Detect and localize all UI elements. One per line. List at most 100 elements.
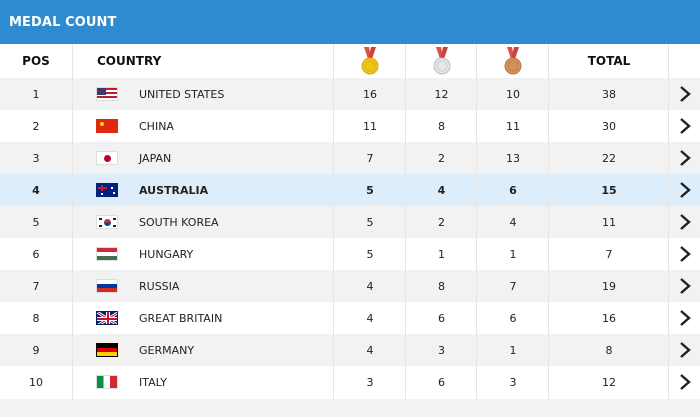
row-bronze: 1 [509, 247, 517, 261]
chevron-right-icon[interactable] [669, 238, 700, 270]
row-pos: 10 [29, 375, 43, 389]
column-divider [548, 44, 549, 417]
row-country: RUSSIA [139, 279, 180, 293]
row-country: CHINA [139, 119, 174, 133]
row-total: 8 [605, 343, 613, 357]
row-total: 16 [602, 311, 616, 325]
row-silver: 8 [438, 119, 445, 133]
hungary-flag-icon [96, 238, 120, 270]
row-bronze: 13 [506, 151, 520, 165]
chevron-right-icon[interactable] [669, 174, 700, 206]
row-pos: 7 [32, 279, 40, 293]
table-row-highlighted[interactable]: 4 AUSTRALIA 5 4 6 15 [0, 174, 700, 206]
australia-flag-icon [96, 174, 120, 206]
chevron-right-icon[interactable] [669, 78, 700, 110]
table-row[interactable]: 1 UNITED STATES 16 12 10 38 [0, 78, 700, 110]
row-gold: 5 [366, 247, 374, 261]
row-country: JAPAN [139, 151, 172, 165]
row-gold: 7 [366, 151, 374, 165]
header-title: MEDAL COUNT [9, 15, 117, 30]
row-gold: 5 [366, 183, 374, 197]
row-total: 12 [602, 375, 616, 389]
table-row[interactable]: 2 CHINA 11 8 11 30 [0, 110, 700, 142]
row-silver: 3 [438, 343, 445, 357]
chevron-right-icon[interactable] [669, 270, 700, 302]
row-total: 38 [602, 87, 616, 101]
row-bronze: 11 [506, 119, 520, 133]
japan-flag-icon [96, 142, 120, 174]
row-pos: 4 [32, 183, 40, 197]
row-gold: 11 [363, 119, 377, 133]
medal-table: POS COUNTRY [0, 44, 700, 417]
row-country: AUSTRALIA [139, 183, 209, 197]
table-row[interactable]: 3 JAPAN 7 2 13 22 [0, 142, 700, 174]
row-gold: 4 [366, 343, 374, 357]
row-total: 30 [602, 119, 616, 133]
row-pos: 8 [32, 311, 40, 325]
table-header-row: POS COUNTRY [0, 44, 700, 78]
south-korea-flag-icon [96, 206, 120, 238]
row-silver: 6 [438, 375, 445, 389]
chevron-right-icon[interactable] [669, 142, 700, 174]
row-country: HUNGARY [139, 247, 194, 261]
row-country: GREAT BRITAIN [139, 311, 223, 325]
gold-medal-icon [334, 44, 406, 78]
row-gold: 5 [366, 215, 374, 229]
chevron-right-icon[interactable] [669, 334, 700, 366]
col-header-country: COUNTRY [97, 54, 162, 68]
table-row[interactable]: 9 GERMANY 4 3 1 8 [0, 334, 700, 366]
row-silver: 2 [438, 215, 445, 229]
china-flag-icon [96, 110, 120, 142]
us-flag-icon [96, 78, 120, 110]
row-pos: 1 [32, 87, 40, 101]
italy-flag-icon [96, 366, 120, 398]
row-silver: 2 [438, 151, 445, 165]
row-pos: 5 [32, 215, 40, 229]
col-header-total: TOTAL [587, 54, 631, 68]
table-footer-strip [0, 399, 700, 417]
table-row[interactable]: 5 SOUTH KOREA 5 2 4 11 [0, 206, 700, 238]
table-row[interactable]: 10 ITALY 3 6 3 12 [0, 366, 700, 398]
row-silver: 6 [438, 311, 445, 325]
chevron-right-icon[interactable] [669, 302, 700, 334]
row-silver: 4 [437, 183, 446, 197]
bronze-medal-icon [477, 44, 549, 78]
row-gold: 4 [366, 311, 374, 325]
chevron-right-icon[interactable] [669, 206, 700, 238]
table-row[interactable]: 6 HUNGARY 5 1 1 7 [0, 238, 700, 270]
row-total: 22 [602, 151, 616, 165]
row-bronze: 7 [509, 279, 517, 293]
row-gold: 4 [366, 279, 374, 293]
col-header-pos: POS [22, 54, 50, 68]
great-britain-flag-icon [96, 302, 120, 334]
row-gold: 16 [363, 87, 377, 101]
germany-flag-icon [96, 334, 120, 366]
row-pos: 9 [32, 343, 40, 357]
row-country: UNITED STATES [139, 87, 225, 101]
russia-flag-icon [96, 270, 120, 302]
table-row[interactable]: 8 GREAT BRITAIN 4 6 6 16 [0, 302, 700, 334]
medal-count-header: MEDAL COUNT [0, 0, 700, 44]
chevron-right-icon[interactable] [669, 366, 700, 398]
row-country: SOUTH KOREA [139, 215, 219, 229]
column-divider [405, 44, 406, 417]
row-total: 11 [602, 215, 616, 229]
silver-medal-icon [406, 44, 477, 78]
row-bronze: 3 [509, 375, 517, 389]
row-country: ITALY [139, 375, 168, 389]
row-bronze: 10 [506, 87, 520, 101]
row-gold: 3 [366, 375, 374, 389]
row-bronze: 6 [509, 311, 517, 325]
column-divider [72, 44, 73, 417]
row-silver: 8 [438, 279, 445, 293]
row-bronze: 1 [509, 343, 517, 357]
row-pos: 2 [32, 119, 40, 133]
row-total: 15 [601, 183, 617, 197]
row-bronze: 6 [509, 183, 517, 197]
row-bronze: 4 [509, 215, 517, 229]
row-country: GERMANY [139, 343, 195, 357]
column-divider [476, 44, 477, 417]
row-total: 19 [602, 279, 616, 293]
table-row[interactable]: 7 RUSSIA 4 8 7 19 [0, 270, 700, 302]
chevron-right-icon[interactable] [669, 110, 700, 142]
